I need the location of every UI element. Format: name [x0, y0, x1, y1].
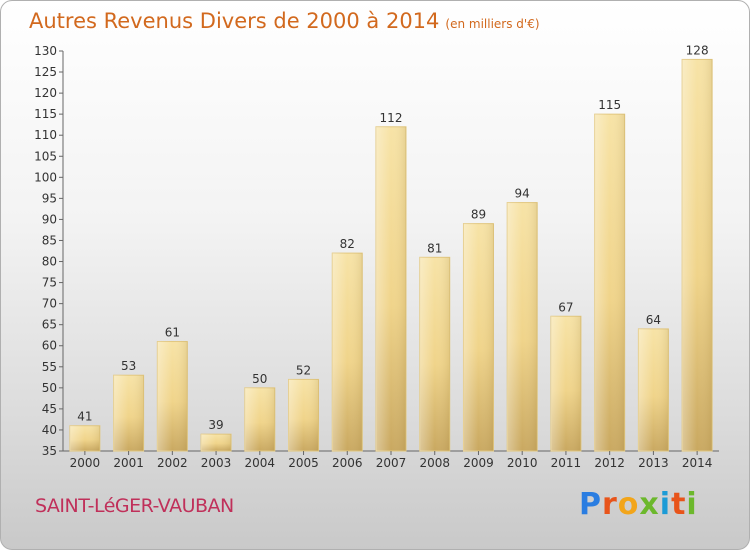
y-tick-label: 115	[34, 107, 57, 121]
x-tick-label: 2005	[288, 456, 319, 470]
y-tick-label: 130	[34, 44, 57, 58]
value-label: 89	[471, 208, 486, 222]
bar-shade	[638, 328, 669, 451]
value-label: 41	[77, 410, 92, 424]
chart-title-main: Autres Revenus Divers de 2000 à 2014	[29, 9, 440, 33]
logo-letter: x	[639, 487, 660, 522]
y-tick-label: 55	[42, 360, 57, 374]
bar-shade	[594, 114, 625, 451]
x-tick-label: 2006	[332, 456, 363, 470]
value-label: 81	[427, 241, 442, 255]
value-label: 53	[121, 359, 136, 373]
value-label: 112	[380, 111, 403, 125]
bar-shade	[201, 434, 232, 451]
bar-shade	[244, 387, 275, 451]
x-tick-label: 2007	[376, 456, 407, 470]
bar-shade	[463, 223, 494, 451]
value-label: 39	[208, 418, 223, 432]
value-label: 50	[252, 372, 267, 386]
y-tick-label: 70	[42, 297, 57, 311]
x-tick-label: 2000	[70, 456, 101, 470]
x-tick-label: 2013	[638, 456, 669, 470]
y-tick-label: 110	[34, 128, 57, 142]
y-tick-label: 50	[42, 381, 57, 395]
y-tick-label: 80	[42, 255, 57, 269]
commune-name: SAINT-LéGER-VAUBAN	[35, 495, 234, 517]
bar-shade	[376, 126, 406, 451]
value-label: 64	[646, 313, 661, 327]
x-tick-label: 2002	[157, 456, 188, 470]
y-tick-label: 90	[42, 212, 57, 226]
bar-shade	[288, 379, 319, 451]
y-tick-label: 35	[42, 444, 57, 458]
x-tick-label: 2001	[113, 456, 144, 470]
x-tick-label: 2012	[594, 456, 625, 470]
x-tick-label: 2009	[463, 456, 494, 470]
value-label: 115	[598, 98, 621, 112]
value-label: 52	[296, 363, 311, 377]
y-tick-label: 85	[42, 233, 57, 247]
bar-shade	[419, 257, 450, 451]
y-tick-label: 40	[42, 423, 57, 437]
logo-letter: o	[617, 487, 640, 522]
value-label: 82	[340, 237, 355, 251]
bar-shade	[507, 202, 538, 451]
logo-letter: t	[671, 487, 687, 522]
logo-letter: r	[602, 487, 618, 522]
y-tick-label: 60	[42, 339, 57, 353]
y-tick-label: 95	[42, 191, 57, 205]
value-label: 94	[515, 187, 530, 201]
x-tick-label: 2008	[419, 456, 450, 470]
x-tick-label: 2011	[551, 456, 582, 470]
logo-letter: i	[686, 487, 698, 522]
y-tick-label: 120	[34, 86, 57, 100]
x-tick-label: 2014	[682, 456, 713, 470]
bar-shade	[550, 316, 581, 451]
y-tick-label: 125	[34, 65, 57, 79]
y-tick-label: 100	[34, 170, 57, 184]
bar-shade	[69, 425, 100, 451]
proxiti-logo: Proxiti	[579, 487, 698, 522]
y-tick-label: 45	[42, 402, 57, 416]
x-tick-label: 2003	[201, 456, 232, 470]
y-tick-label: 65	[42, 318, 57, 332]
value-label: 61	[165, 326, 180, 340]
chart-title: Autres Revenus Divers de 2000 à 2014 (en …	[29, 9, 540, 33]
bar-shade	[157, 341, 188, 451]
bar-shade	[682, 59, 713, 451]
value-label: 67	[558, 300, 573, 314]
chart-title-unit: (en milliers d'€)	[445, 17, 540, 31]
bar-shade	[113, 375, 144, 451]
y-tick-label: 105	[34, 149, 57, 163]
bar-shade	[332, 253, 363, 451]
logo-letter: i	[659, 487, 672, 522]
logo-letter: P	[579, 487, 602, 522]
value-label: 128	[686, 43, 709, 57]
x-tick-label: 2010	[507, 456, 538, 470]
y-tick-label: 75	[42, 276, 57, 290]
x-tick-label: 2004	[245, 456, 276, 470]
